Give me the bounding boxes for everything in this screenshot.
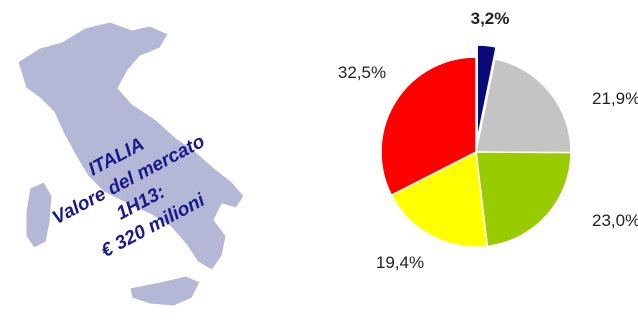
italy-mainland-shape <box>17 21 245 271</box>
sardinia-shape <box>25 181 53 249</box>
pie-slice-3 <box>390 150 489 248</box>
italy-map-panel: ITALIA Valore del mercato 1H13: € 320 mi… <box>0 0 300 324</box>
pie-label-3: 19,4% <box>376 253 424 272</box>
pie-label-0: 3,2% <box>471 9 510 28</box>
pie-chart: 3,2% 21,9% 23,0% 19,4% 32,5% <box>338 9 638 272</box>
pie-slice-1 <box>475 58 572 154</box>
italy-map <box>17 21 245 307</box>
pie-slice-0 <box>476 44 498 141</box>
sicily-shape <box>129 275 201 307</box>
pie-label-4: 32,5% <box>338 63 386 82</box>
pie-slice-2 <box>475 151 572 248</box>
pie-slice-4 <box>380 56 477 197</box>
pie-label-1: 21,9% <box>592 89 638 108</box>
pie-label-2: 23,0% <box>592 211 638 230</box>
